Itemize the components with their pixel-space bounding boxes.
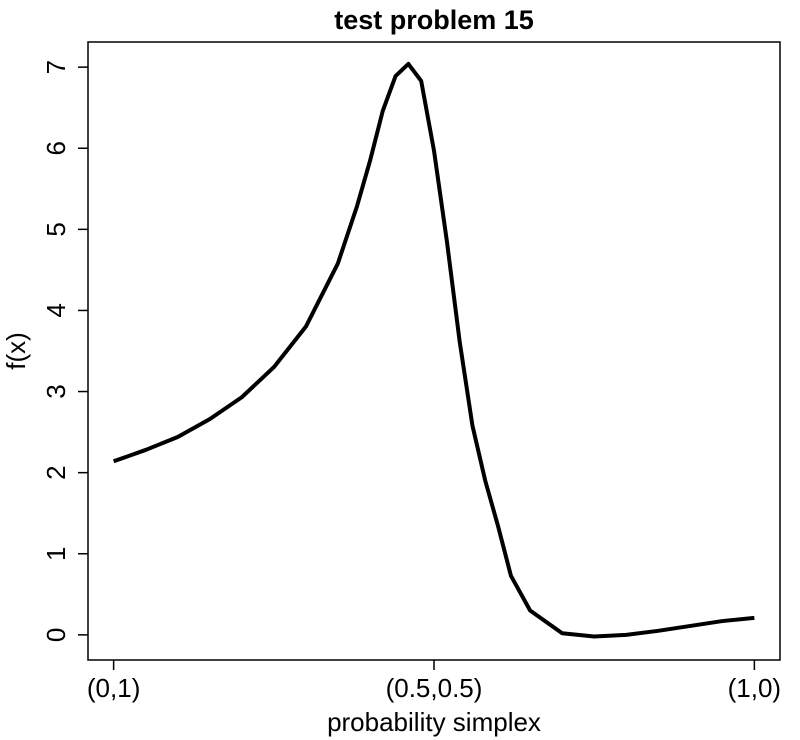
x-tick-label: (0.5,0.5) [386, 673, 483, 703]
line-series [112, 61, 755, 639]
y-tick-label: 7 [41, 60, 71, 74]
y-tick-label: 1 [41, 547, 71, 561]
x-tick-label: (1,0) [728, 673, 781, 703]
y-tick-label: 3 [41, 384, 71, 398]
y-tick-label: 5 [41, 222, 71, 236]
y-tick-label: 4 [41, 303, 71, 317]
x-tick-label: (0,1) [87, 673, 140, 703]
x-axis-label: probability simplex [327, 707, 541, 737]
y-tick-label: 2 [41, 465, 71, 479]
y-axis-label: f(x) [1, 332, 31, 370]
y-tick-label: 6 [41, 141, 71, 155]
y-tick-label: 0 [41, 628, 71, 642]
plot-frame [87, 41, 781, 661]
chart-title: test problem 15 [334, 5, 534, 35]
